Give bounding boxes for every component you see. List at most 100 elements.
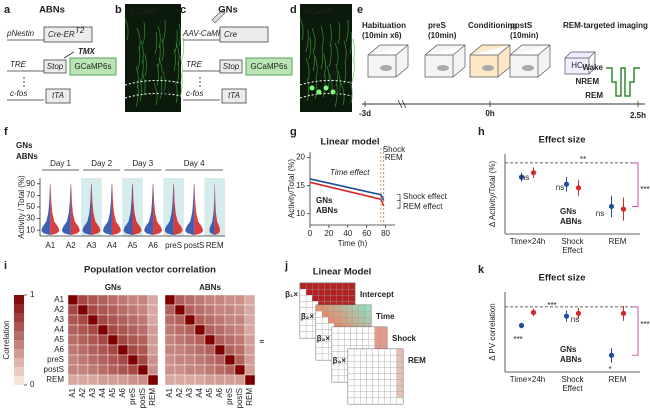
design-cell xyxy=(396,373,404,380)
x-tick-label: A3 xyxy=(86,241,96,250)
dendrite xyxy=(305,57,310,81)
cell xyxy=(214,314,226,326)
x-tick-label: A2 xyxy=(175,387,184,397)
x-tick-label: postS xyxy=(235,388,244,408)
cell xyxy=(174,324,186,336)
point xyxy=(530,170,537,176)
cell xyxy=(234,354,246,366)
dendrite xyxy=(179,74,183,98)
design-cell xyxy=(384,367,391,374)
dendrite xyxy=(343,61,347,85)
violin-half xyxy=(82,183,92,235)
day-label: Day 3 xyxy=(132,159,153,168)
dendrite xyxy=(139,78,142,102)
step-name: Habituation xyxy=(362,21,406,30)
tta: tTA xyxy=(52,91,64,100)
cell xyxy=(87,294,99,306)
design-cell xyxy=(360,367,367,374)
design-cell xyxy=(368,326,375,334)
design-cell xyxy=(299,288,307,296)
annotation: REM effect xyxy=(403,202,443,211)
cell xyxy=(107,364,119,376)
cell xyxy=(164,294,176,306)
design-cell xyxy=(396,354,404,362)
dendrite xyxy=(329,23,332,47)
dendrite xyxy=(343,40,347,64)
cell xyxy=(127,364,139,376)
design-cell xyxy=(380,326,388,334)
design-cell xyxy=(358,310,366,318)
design-cell xyxy=(390,367,398,374)
design-cell xyxy=(321,310,329,318)
y-tick-label: 30 xyxy=(26,214,35,223)
dendrite xyxy=(181,36,185,60)
reporter: GCaMP6s xyxy=(75,62,112,71)
cell xyxy=(330,89,336,95)
x-tick-label: A5 xyxy=(128,241,138,250)
design-cell xyxy=(390,354,398,362)
x-tick-label: A1 xyxy=(68,387,77,397)
cell xyxy=(204,344,216,356)
axis-label: Effect xyxy=(562,384,583,393)
panel-label: a xyxy=(4,4,11,16)
design-cell xyxy=(331,339,339,346)
design-cell xyxy=(321,304,329,312)
axis-label: Activity/Total (%) xyxy=(287,159,296,218)
x-tick-label: REM xyxy=(609,375,627,384)
cell xyxy=(224,334,236,346)
panel-label: f xyxy=(4,126,8,138)
group-title: ABNs xyxy=(199,283,221,292)
colorbar-step xyxy=(14,322,24,331)
state: Wake xyxy=(582,63,603,72)
cell xyxy=(184,314,196,326)
violin-half xyxy=(102,183,112,235)
dendrite xyxy=(140,59,144,83)
x-tick-label: postS xyxy=(184,241,204,250)
dendrite xyxy=(162,19,166,43)
cell xyxy=(204,294,216,306)
cell xyxy=(67,304,79,316)
cell xyxy=(174,364,186,376)
cell xyxy=(107,324,119,336)
cell xyxy=(97,354,109,366)
design-cell xyxy=(340,317,347,324)
cell xyxy=(117,304,129,316)
y-tick-label: preS xyxy=(47,355,64,364)
stop: Stop xyxy=(47,62,64,71)
cell xyxy=(117,314,129,326)
design-cell xyxy=(362,332,369,340)
design-cell xyxy=(362,326,369,334)
design-cell xyxy=(331,345,339,352)
design-cell xyxy=(372,367,379,374)
x-tick-label: A5 xyxy=(205,387,214,397)
design-cell xyxy=(334,310,341,318)
cell xyxy=(224,314,236,326)
drug: TMX xyxy=(78,47,96,56)
legend-entry: GNs xyxy=(316,196,333,205)
cell xyxy=(184,354,196,366)
violin-half xyxy=(111,183,121,235)
mouse xyxy=(380,65,392,71)
colorbar-step xyxy=(14,376,24,385)
design-cell xyxy=(315,347,323,355)
design-cell xyxy=(299,282,307,290)
cre-sup: T2 xyxy=(75,26,85,35)
design-cell xyxy=(299,295,307,302)
significance: ns xyxy=(521,173,529,182)
design-cell xyxy=(347,348,355,356)
design-cell xyxy=(353,397,361,405)
violin-half xyxy=(173,183,183,235)
y-tick-label: A5 xyxy=(54,335,64,344)
colorbar-step xyxy=(14,340,24,349)
dendrite xyxy=(142,21,146,45)
design-cell xyxy=(347,391,355,399)
cell xyxy=(127,354,139,366)
axis-label: Activity / Total (%) xyxy=(17,175,26,239)
design-cell xyxy=(384,361,391,368)
design-cell xyxy=(358,304,366,312)
cell xyxy=(194,374,206,386)
violin-half xyxy=(194,183,204,235)
point xyxy=(575,310,582,316)
time-label: -3d xyxy=(359,109,371,118)
cell xyxy=(309,85,315,91)
